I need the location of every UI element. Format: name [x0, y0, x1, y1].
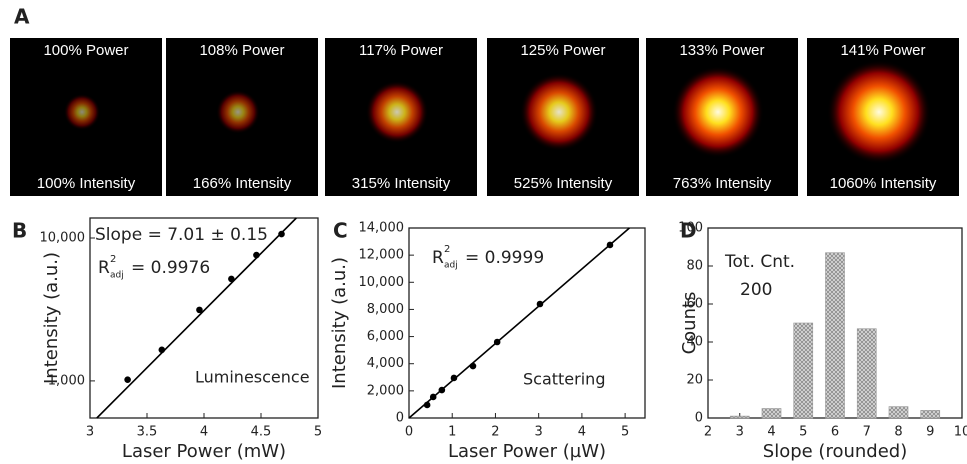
y-axis-label: Intensity (a.u.): [329, 257, 350, 389]
tile-power-label: 133% Power: [679, 42, 764, 59]
x-axis-label: Slope (rounded): [763, 441, 907, 462]
y-tick-label: 40: [686, 335, 703, 350]
annotation: 200: [740, 280, 772, 300]
x-axis-label: Laser Power (µW): [448, 441, 606, 462]
r2-sub: adj: [444, 261, 458, 271]
x-tick-label: 3: [86, 425, 94, 440]
emission-spot: [366, 81, 428, 143]
fit-line: [97, 218, 297, 418]
tile-power-label: 141% Power: [840, 42, 925, 59]
tile-intensity-label: 525% Intensity: [514, 175, 613, 192]
x-tick-label: 5: [799, 425, 807, 440]
y-tick-label: 80: [686, 259, 703, 274]
y-tick-label: 4,000: [367, 356, 404, 371]
panel-label: A: [14, 5, 30, 29]
r2-symbol: R: [98, 258, 110, 278]
emission-spot: [672, 66, 764, 158]
bar: [921, 410, 940, 418]
tile-intensity-label: 166% Intensity: [193, 175, 292, 192]
plot-frame: [90, 218, 318, 418]
y-tick-label: 10,000: [359, 275, 405, 290]
y-tick-label: 14,000: [359, 221, 405, 236]
bar: [825, 253, 844, 418]
x-tick-label: 2: [491, 425, 499, 440]
y-tick-label: 8,000: [367, 302, 404, 317]
x-tick-label: 2: [704, 425, 712, 440]
x-tick-label: 5: [621, 425, 629, 440]
y-tick-label: 10,000: [40, 230, 86, 245]
y-tick-label: 100: [678, 221, 703, 236]
y-tick-label: 60: [686, 297, 703, 312]
y-tick-label: 0: [695, 411, 703, 426]
x-tick-label: 0: [405, 425, 413, 440]
y-tick-label: 2,000: [367, 383, 404, 398]
r2-sup: 2: [110, 254, 116, 265]
x-tick-label: 7: [863, 425, 871, 440]
x-tick-label: 4: [200, 425, 208, 440]
x-tick-label: 4.5: [251, 425, 272, 440]
x-tick-label: 8: [894, 425, 902, 440]
data-point: [278, 231, 285, 238]
page: A 100% Power 100% Intensity 108% Power 166%…: [0, 0, 967, 464]
emission-spot: [216, 90, 260, 134]
emission-spot: [64, 94, 100, 130]
x-tick-label: 3: [535, 425, 543, 440]
x-tick-label: 1: [448, 425, 456, 440]
r2-value: = 0.9999: [465, 248, 544, 268]
y-tick-label: 6,000: [367, 329, 404, 344]
annotation: Slope = 7.01 ± 0.15: [95, 225, 268, 245]
x-tick-label: 3.5: [137, 425, 158, 440]
y-tick-label: 20: [686, 373, 703, 388]
r2-value: = 0.9976: [131, 258, 210, 278]
annotation: Tot. Cnt.: [724, 252, 795, 272]
x-tick-label: 10: [954, 425, 967, 440]
emission-spot: [827, 60, 931, 164]
bar: [857, 329, 876, 418]
y-tick-label: 12,000: [359, 248, 405, 263]
tile-intensity-label: 1060% Intensity: [830, 175, 937, 192]
tile-power-label: 117% Power: [359, 42, 443, 59]
figure: A 100% Power 100% Intensity 108% Power 166%…: [0, 0, 967, 464]
tile-intensity-label: 315% Intensity: [352, 175, 451, 192]
bar: [889, 407, 908, 418]
x-tick-label: 9: [926, 425, 934, 440]
tile-intensity-label: 100% Intensity: [37, 175, 136, 192]
panel-label: B: [12, 219, 27, 243]
r2-sup: 2: [444, 244, 450, 255]
data-point: [124, 376, 131, 383]
x-tick-label: 4: [767, 425, 775, 440]
x-tick-label: 3: [736, 425, 744, 440]
panel-label: C: [333, 219, 348, 243]
annotation: Luminescence: [195, 368, 310, 387]
x-axis-label: Laser Power (mW): [122, 441, 286, 462]
tile-power-label: 100% Power: [43, 42, 128, 59]
x-tick-label: 4: [578, 425, 586, 440]
emission-spot: [520, 73, 598, 151]
x-tick-label: 5: [314, 425, 322, 440]
bar: [730, 416, 749, 418]
y-tick-label: 0: [396, 411, 404, 426]
r2-symbol: R: [432, 248, 444, 268]
bar: [794, 323, 813, 418]
annotation: Scattering: [523, 370, 605, 389]
x-tick-label: 6: [831, 425, 839, 440]
tile-power-label: 125% Power: [520, 42, 605, 59]
y-tick-label: 1,000: [48, 373, 85, 388]
bar: [762, 409, 781, 419]
y-axis-label: Intensity (a.u.): [41, 252, 62, 384]
r2-sub: adj: [110, 271, 124, 281]
tile-power-label: 108% Power: [199, 42, 284, 59]
tile-intensity-label: 763% Intensity: [673, 175, 772, 192]
